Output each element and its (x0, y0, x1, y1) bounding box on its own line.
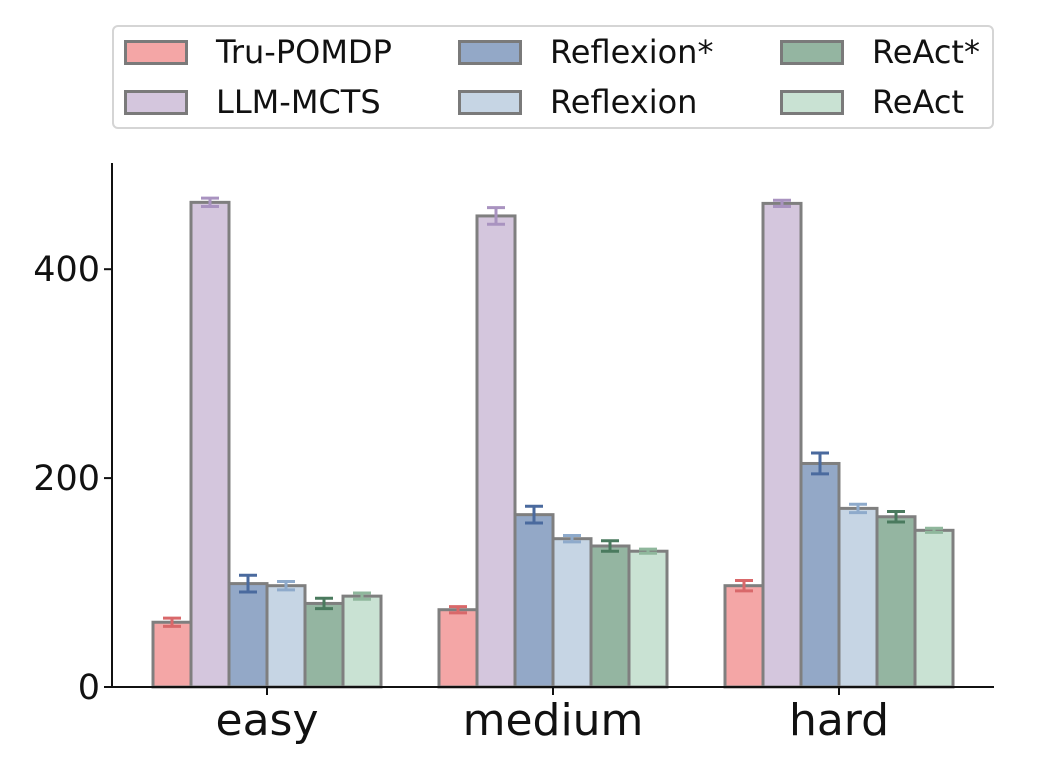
error-bar (277, 580, 295, 592)
y-tick-label: 0 (78, 668, 100, 708)
error-bar (773, 198, 791, 209)
error-bar (163, 616, 181, 628)
error-bar (315, 596, 333, 611)
error-bars-group (163, 196, 943, 628)
legend-swatch (124, 39, 188, 65)
error-bar (849, 502, 867, 515)
error-bar (563, 534, 581, 544)
error-bar (639, 547, 657, 555)
legend-swatch (124, 89, 188, 115)
legend-swatch (780, 39, 844, 65)
legend-item-react: ReAct (780, 83, 964, 121)
bar-hard-2 (799, 461, 841, 689)
legend-label: LLM-MCTS (216, 83, 381, 121)
error-bar (353, 591, 371, 601)
bar-easy-2 (227, 582, 269, 689)
legend: Tru-POMDP LLM-MCTS Reflexion* Reflexion … (112, 25, 994, 129)
error-bar (735, 578, 753, 593)
legend-label: Reflexion (550, 83, 698, 121)
legend-item-llm-mcts: LLM-MCTS (124, 83, 381, 121)
legend-swatch (780, 89, 844, 115)
legend-swatch (458, 39, 522, 65)
bar-easy-1 (189, 200, 231, 689)
y-tick-label: 400 (33, 250, 100, 290)
bar-medium-2 (513, 513, 555, 689)
error-bar (525, 504, 543, 525)
error-bar (925, 526, 943, 534)
bar-medium-3 (551, 537, 593, 689)
legend-label: ReAct* (872, 33, 980, 71)
legend-item-tru-pomdp: Tru-POMDP (124, 33, 392, 71)
error-bar (487, 206, 505, 226)
error-bar (201, 196, 219, 209)
bar-easy-0 (151, 620, 193, 689)
error-bar (887, 510, 905, 524)
legend-swatch (458, 89, 522, 115)
error-bar (601, 539, 619, 553)
error-bar (811, 451, 829, 476)
bar-hard-3 (837, 506, 879, 689)
bar-easy-5 (341, 594, 383, 689)
bar-medium-1 (475, 214, 517, 689)
x-tick-label-easy: easy (216, 695, 319, 746)
bar-medium-0 (437, 608, 479, 689)
legend-item-react-star: ReAct* (780, 33, 980, 71)
legend-label: Tru-POMDP (216, 33, 392, 71)
legend-label: Reflexion* (550, 33, 714, 71)
error-bar (449, 605, 467, 615)
legend-item-reflexion-star: Reflexion* (458, 33, 714, 71)
bar-easy-4 (303, 601, 345, 689)
bar-hard-4 (875, 515, 917, 689)
bar-medium-5 (627, 549, 669, 689)
legend-label: ReAct (872, 83, 964, 121)
bar-medium-4 (589, 544, 631, 689)
legend-item-reflexion: Reflexion (458, 83, 698, 121)
error-bar (239, 573, 257, 594)
axes-group: 0 200 400 easy medium hard (33, 163, 994, 746)
y-tick-label: 200 (33, 459, 100, 499)
bar-easy-3 (265, 584, 307, 689)
bar-hard-1 (761, 201, 803, 689)
bar-hard-0 (723, 584, 765, 689)
x-tick-label-medium: medium (463, 695, 644, 746)
bars-group (151, 200, 955, 689)
x-tick-label-hard: hard (789, 695, 889, 746)
bar-hard-5 (913, 528, 955, 689)
